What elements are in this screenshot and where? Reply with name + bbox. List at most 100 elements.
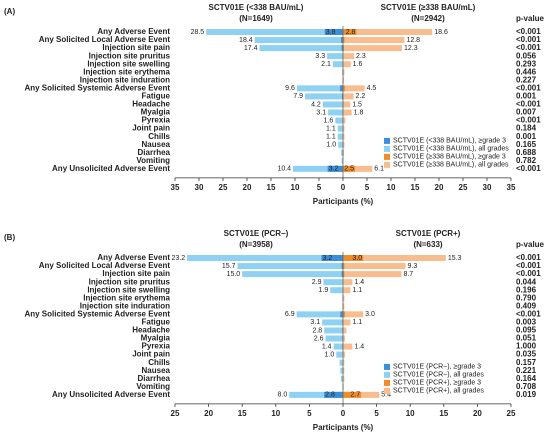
- right-title: SCTV01E (≥338 BAU/mL): [381, 3, 476, 12]
- legend-swatch: [384, 161, 390, 168]
- category-label: Injection site swelling: [87, 59, 170, 68]
- bar: [337, 133, 343, 140]
- p-value: 0.688: [516, 148, 537, 157]
- category-label: Any Adverse Event: [97, 27, 170, 36]
- value-label: 5.4: [381, 392, 391, 399]
- bar: [343, 327, 347, 334]
- value-label: 18.4: [239, 37, 253, 44]
- bar: [343, 133, 345, 140]
- legend-label: SCTV01E (≥338 BAU/mL), all grades: [393, 162, 509, 169]
- bar: [293, 165, 343, 172]
- bar: [341, 271, 343, 278]
- bar: [328, 109, 343, 116]
- value-label: 1.1: [326, 133, 336, 140]
- value-label: 9.3: [407, 263, 417, 270]
- value-label: 28.5: [191, 29, 205, 36]
- value-label: 3.2: [329, 166, 339, 173]
- value-label: 9.6: [285, 85, 295, 92]
- category-label: Pyrexia: [142, 116, 171, 125]
- p-value: 0.790: [516, 293, 537, 302]
- value-label: 2.9: [312, 279, 322, 286]
- p-header: p-value: [516, 14, 545, 23]
- legend-swatch: [384, 363, 390, 370]
- p-value: <0.001: [516, 253, 541, 262]
- p-value: 0.157: [516, 358, 537, 367]
- category-label: Injection site erythema: [83, 293, 170, 302]
- value-label: 15.3: [448, 255, 462, 262]
- bar: [341, 263, 343, 270]
- bar: [289, 391, 343, 398]
- value-label: 2.8: [346, 29, 356, 36]
- x-tick-label: 20: [473, 409, 482, 418]
- bar: [340, 375, 343, 382]
- bar: [327, 165, 343, 172]
- value-label: 1.1: [352, 287, 362, 294]
- bar: [343, 255, 364, 261]
- bar: [323, 279, 343, 286]
- bar: [324, 327, 343, 334]
- x-tick-label: 15: [238, 409, 247, 418]
- bar: [333, 343, 343, 350]
- p-value: 0.056: [516, 51, 537, 60]
- legend-swatch: [384, 145, 390, 152]
- bar: [332, 61, 343, 68]
- legend-swatch: [384, 387, 390, 394]
- bar: [187, 255, 343, 261]
- x-tick-label: 15: [267, 183, 276, 192]
- bar: [341, 37, 343, 44]
- bar: [341, 157, 343, 164]
- category-label: Joint pain: [132, 124, 170, 133]
- bar: [343, 117, 346, 124]
- bar: [337, 125, 343, 132]
- bar: [343, 303, 345, 310]
- bar: [254, 37, 343, 44]
- p-value: <0.001: [516, 27, 541, 36]
- value-label: 1.0: [326, 142, 336, 149]
- left-title: SCTV01E (<338 BAU/mL): [209, 3, 304, 12]
- p-value: 0.001: [516, 92, 537, 101]
- p-value: 0.221: [516, 366, 537, 375]
- bar: [324, 29, 343, 35]
- x-tick-label: 5: [317, 183, 322, 192]
- value-label: 1.0: [325, 351, 335, 358]
- x-tick-label: 25: [459, 183, 468, 192]
- x-tick-label: 20: [243, 183, 252, 192]
- bar: [206, 29, 343, 35]
- category-label: Myalgia: [141, 334, 171, 343]
- bar: [327, 53, 343, 60]
- value-label: 3.1: [316, 109, 326, 116]
- p-value: 0.035: [516, 350, 537, 359]
- value-label: 18.6: [434, 29, 448, 36]
- x-tick-label: 35: [171, 183, 180, 192]
- p-value: <0.001: [516, 43, 541, 52]
- p-value: 0.165: [516, 140, 537, 149]
- category-label: Diarrhea: [138, 374, 171, 383]
- category-label: Injection site induration: [80, 75, 170, 84]
- legend-label: SCTV01E (PCR−), ≥grade 3: [393, 364, 481, 371]
- value-label: 2.3: [356, 53, 366, 60]
- bar: [343, 319, 351, 326]
- p-value: 0.164: [516, 374, 537, 383]
- p-value: 0.782: [516, 156, 537, 165]
- value-label: 2.8: [325, 392, 335, 399]
- value-label: 1.4: [354, 343, 364, 350]
- bar: [343, 29, 357, 35]
- category-label: Injection site pain: [102, 269, 170, 278]
- bar: [343, 77, 344, 84]
- value-label: 8.0: [278, 392, 288, 399]
- x-tick-label: 10: [387, 183, 396, 192]
- x-tick-label: 20: [204, 409, 213, 418]
- bar: [343, 85, 365, 92]
- category-label: Headache: [132, 100, 170, 109]
- bar: [343, 85, 345, 92]
- value-label: 1.1: [326, 125, 336, 132]
- category-label: Any Unsolicited Adverse Event: [52, 164, 170, 173]
- bar: [343, 61, 351, 68]
- x-tick-label: 25: [507, 409, 516, 418]
- x-tick-label: 30: [195, 183, 204, 192]
- value-label: 2.8: [312, 327, 322, 334]
- bar: [296, 311, 343, 318]
- x-tick-label: 5: [374, 409, 379, 418]
- p-value: 0.044: [516, 277, 537, 286]
- value-label: 3.2: [322, 255, 332, 262]
